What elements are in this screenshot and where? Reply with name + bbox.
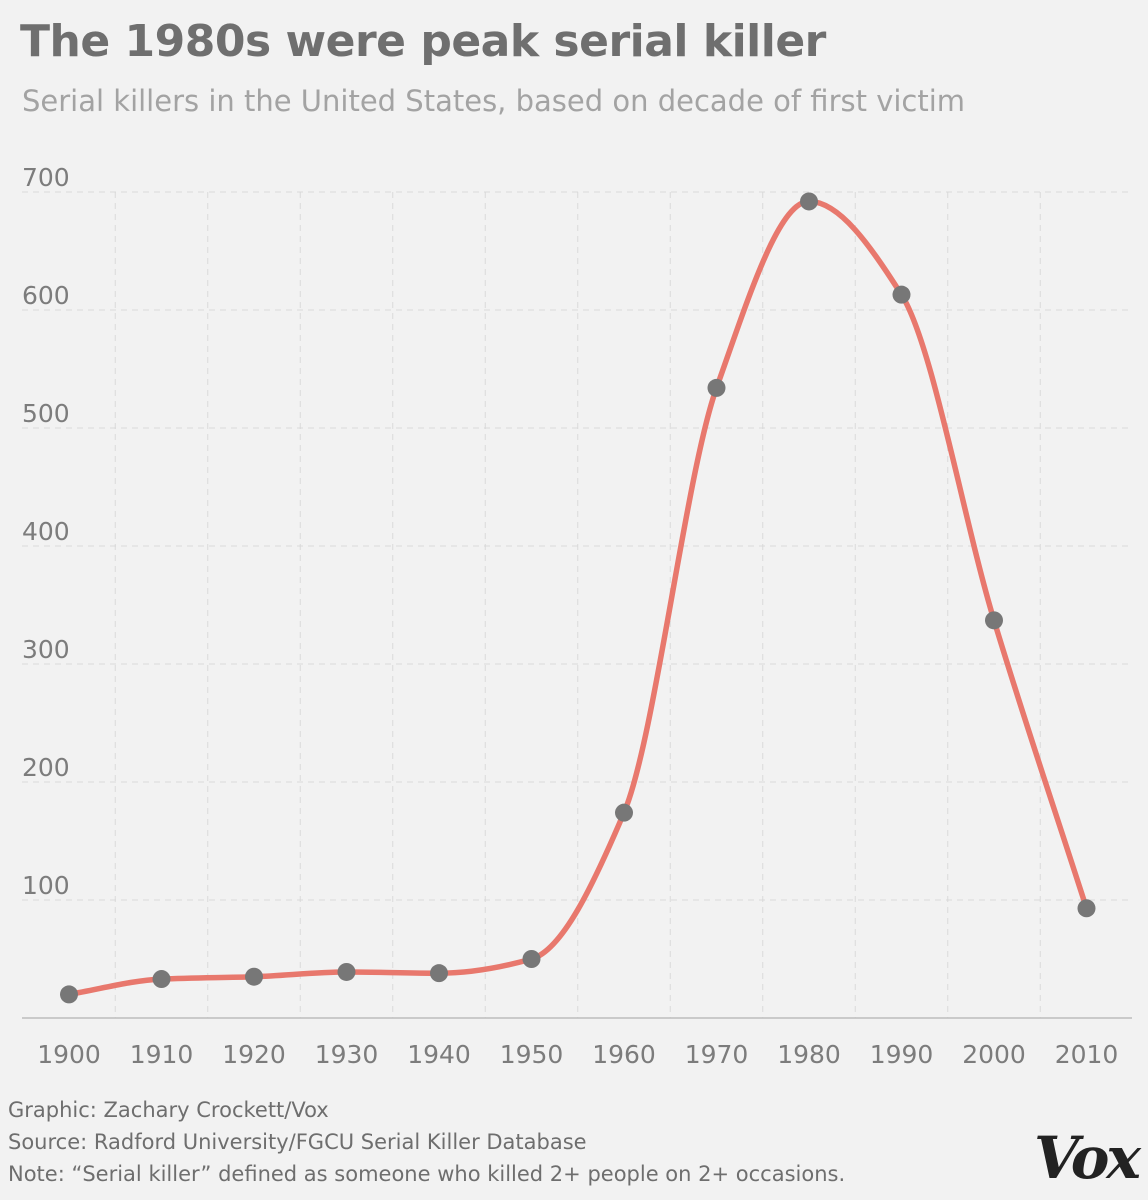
data-point: [800, 192, 818, 211]
x-tick-label: 1950: [500, 1040, 564, 1069]
data-point: [60, 985, 78, 1004]
vox-logo: Vox: [1034, 1124, 1141, 1192]
y-tick-label: 200: [22, 753, 70, 782]
data-point: [615, 803, 633, 822]
data-point: [985, 611, 1003, 630]
x-tick-label: 1920: [222, 1040, 286, 1069]
x-tick-label: 1970: [685, 1040, 749, 1069]
x-tick-label: 1930: [315, 1040, 379, 1069]
x-tick-label: 1910: [130, 1040, 194, 1069]
y-tick-label: 100: [22, 871, 70, 900]
data-point: [522, 950, 541, 968]
data-point: [892, 285, 911, 304]
x-tick-label: 1980: [777, 1040, 841, 1069]
x-tick-label: 2010: [1055, 1040, 1119, 1069]
x-tick-label: 1990: [870, 1040, 934, 1069]
data-point: [707, 378, 726, 397]
data-point: [245, 967, 263, 986]
data-point: [1077, 899, 1096, 918]
series-layer: [66, 198, 1090, 998]
definition-note: Note: “Serial killer” defined as someone…: [8, 1162, 846, 1186]
data-point: [337, 962, 356, 981]
chart-gridlines: [22, 191, 1132, 1018]
chart-footer: Graphic: Zachary Crockett/Vox Source: Ra…: [8, 1094, 845, 1190]
source-note: Source: Radford University/FGCU Serial K…: [8, 1130, 587, 1154]
y-tick-label: 300: [22, 635, 70, 664]
y-tick-label: 500: [22, 399, 70, 428]
graphic-credit: Graphic: Zachary Crockett/Vox: [8, 1098, 329, 1122]
chart-subtitle: Serial killers in the United States, bas…: [22, 84, 966, 118]
y-tick-label: 600: [22, 281, 70, 310]
x-axis: 1900 1910 1920 1930 1940 1950 1960 1970 1980 1990…: [37, 1040, 1118, 1069]
x-tick-label: 1900: [37, 1040, 101, 1069]
series-line: [66, 198, 1090, 998]
x-tick-label: 1940: [407, 1040, 471, 1069]
y-axis: 100 200 300 400 500 600 700: [22, 163, 70, 900]
data-point: [430, 964, 448, 983]
x-tick-label: 2000: [962, 1040, 1026, 1069]
y-tick-label: 700: [22, 163, 70, 192]
data-points: [60, 192, 1096, 1004]
x-tick-label: 1960: [592, 1040, 656, 1069]
chart-title: The 1980s were peak serial killer: [20, 16, 826, 67]
data-point: [152, 970, 171, 989]
y-tick-label: 400: [22, 517, 70, 546]
